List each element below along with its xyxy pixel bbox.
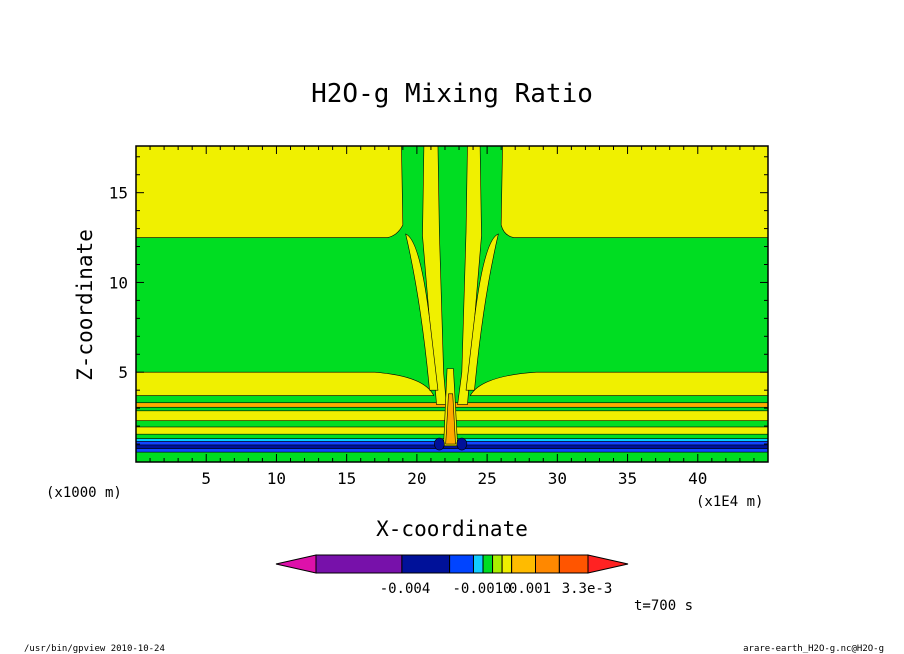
colorbar-label-2: -0.0010: [452, 581, 511, 597]
colorbar: [275, 554, 629, 574]
x-axis-label: X-coordinate: [376, 517, 528, 541]
x-tick-label: 10: [267, 469, 286, 488]
y-tick-label: 10: [109, 273, 128, 292]
y-axis-label: Z-coordinate: [73, 229, 97, 381]
plot-area: [135, 145, 769, 463]
contour-fills: [136, 146, 768, 462]
colorbar-segment: [449, 554, 474, 574]
plot-frame: [135, 145, 769, 463]
colorbar-segment: [511, 554, 537, 574]
contour-band-blue-2: [136, 448, 768, 453]
y-ticks: 5 10 15: [109, 184, 128, 383]
x-tick-label: 35: [618, 469, 637, 488]
x-tick-label: 20: [407, 469, 426, 488]
colorbar-segment: [501, 554, 513, 574]
colorbar-label-4: 3.3e-3: [562, 581, 613, 597]
colorbar-segment: [315, 554, 403, 574]
colorbar-segment: [482, 554, 494, 574]
contour-upper-left: [136, 146, 404, 238]
colorbar-max-triangle: [587, 554, 629, 574]
contour-core-inner: [445, 393, 456, 445]
y-tick-label: 5: [118, 363, 128, 382]
x-tick-label: 15: [337, 469, 356, 488]
x-tick-label: 5: [201, 469, 211, 488]
contour-column-left: [422, 146, 447, 405]
footer-left: /usr/bin/gpview 2010-10-24: [24, 644, 165, 654]
contour-vortex-right: [456, 437, 468, 451]
colorbar-segment: [558, 554, 589, 574]
x-tick-label: 25: [477, 469, 496, 488]
colorbar-segment: [472, 554, 484, 574]
colorbar-segment: [492, 554, 503, 574]
minor-ticks: [136, 146, 768, 462]
contour-upper-right: [500, 146, 768, 238]
y-tick-label: 15: [109, 184, 128, 203]
contour-shoulder-left: [405, 233, 439, 391]
contour-vortex-left: [434, 437, 445, 451]
contour-band-left: [136, 371, 435, 396]
colorbar-label-3: 0.001: [509, 581, 551, 597]
colorbar-min-triangle: [275, 554, 317, 574]
x-ticks: 5 10 15 20 25 30 35 40: [201, 469, 707, 488]
footer-right: arare-earth_H2O-g.nc@H2O-g: [743, 644, 884, 654]
y-unit-label: (x1000 m): [46, 485, 122, 501]
colorbar-segment: [401, 554, 451, 574]
colorbar-label-1: -0.004: [380, 581, 431, 597]
x-tick-label: 40: [688, 469, 707, 488]
contour-column-right: [457, 146, 482, 405]
chart-title: H2O-g Mixing Ratio: [311, 79, 593, 109]
contour-shoulder-right: [465, 233, 499, 391]
colorbar-segment: [535, 554, 560, 574]
time-label: t=700 s: [634, 598, 693, 614]
contour-band-right: [469, 371, 768, 396]
x-unit-label: (x1E4 m): [696, 494, 763, 510]
x-tick-label: 30: [548, 469, 567, 488]
